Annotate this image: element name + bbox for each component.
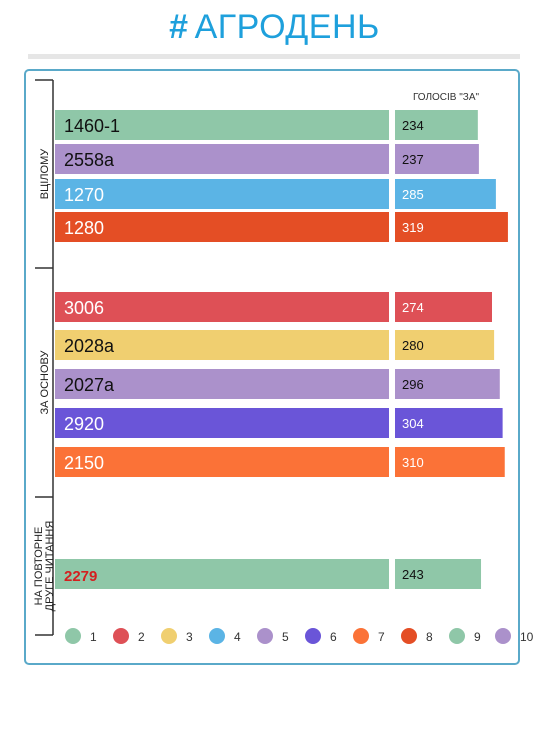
category-bar [55,447,389,477]
legend-swatch [161,628,177,644]
category-label: 2920 [64,414,104,434]
legend-swatch [209,628,225,644]
legend-swatch [65,628,81,644]
brand-title: АГРОДЕНЬ [194,8,380,46]
legend-swatch [353,628,369,644]
category-label: 3006 [64,298,104,318]
category-label: 2028а [64,336,115,356]
hashtag-symbol: # [169,8,189,46]
legend-swatch [257,628,273,644]
value-bar [395,559,482,589]
value-bar [395,144,479,174]
value-bar [395,330,495,360]
legend-label: 10 [520,630,534,644]
category-bar [55,110,389,140]
legend-label: 9 [474,630,481,644]
group-label-line: НА ПОВТОРНЕ [33,527,45,606]
legend-swatch [449,628,465,644]
group-label: ВЦІЛОМУ [39,148,51,199]
category-label: 2558а [64,150,115,170]
value-bar [395,212,508,242]
legend-label: 2 [138,630,145,644]
legend-swatch [305,628,321,644]
value-bar [395,408,503,438]
value-bar [395,369,500,399]
chart-frame [24,69,520,665]
value-label: 234 [402,118,424,133]
group-label: ЗА ОСНОВУ [39,349,51,414]
value-label: 304 [402,416,424,431]
value-label: 285 [402,187,424,202]
value-bar [395,447,505,477]
value-bar [395,179,496,209]
legend-label: 5 [282,630,289,644]
legend-label: 8 [426,630,433,644]
category-bar [55,179,389,209]
category-bar [55,144,389,174]
category-label: 2027а [64,375,115,395]
category-label: 1460-1 [64,116,120,136]
group-label-line: ДРУГЕ ЧИТАННЯ [44,521,56,612]
category-bar [55,330,389,360]
value-label: 243 [402,567,424,582]
legend-swatch [401,628,417,644]
legend-label: 4 [234,630,241,644]
category-label: 2150 [64,453,104,473]
value-column-label: ГОЛОСІВ "ЗА" [413,92,480,103]
value-label: 296 [402,377,424,392]
category-bar [55,292,389,322]
legend-label: 7 [378,630,385,644]
category-bar [55,369,389,399]
header-divider [28,54,520,59]
legend-label: 1 [90,630,97,644]
value-label: 319 [402,220,424,235]
category-label: 2279 [64,568,97,585]
legend-swatch [113,628,129,644]
legend-label: 6 [330,630,337,644]
legend-label: 3 [186,630,193,644]
legend-swatch [495,628,511,644]
group-label: НА ПОВТОРНЕДРУГЕ ЧИТАННЯ [33,521,56,612]
value-label: 310 [402,455,424,470]
category-label: 1270 [64,185,104,205]
category-label: 1280 [64,218,104,238]
value-label: 280 [402,338,424,353]
page-title: # АГРОДЕНЬ [0,8,549,54]
category-bar [55,559,389,589]
value-label: 274 [402,300,424,315]
category-bar [55,212,389,242]
value-bar [395,292,492,322]
value-bar [395,110,478,140]
category-bar [55,408,389,438]
value-label: 237 [402,152,424,167]
